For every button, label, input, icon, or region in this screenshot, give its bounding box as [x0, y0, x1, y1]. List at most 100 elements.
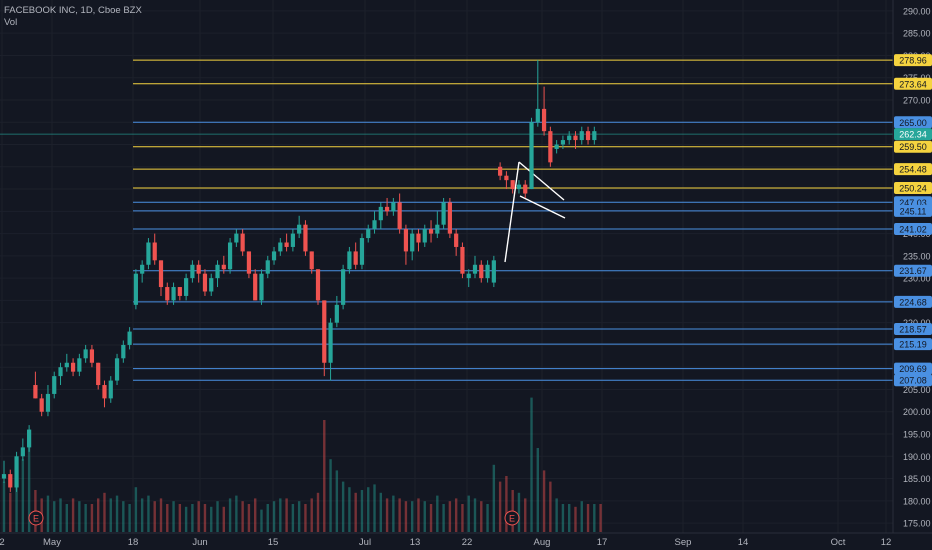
candle-body[interactable]	[133, 273, 138, 305]
candle-body[interactable]	[491, 260, 496, 283]
candle-body[interactable]	[259, 273, 264, 301]
candle-body[interactable]	[227, 242, 233, 270]
volume-indicator-label[interactable]: Vol	[4, 17, 18, 28]
candle-body[interactable]	[378, 206, 383, 221]
candle-body[interactable]	[422, 229, 427, 243]
candle-body[interactable]	[64, 362, 69, 368]
candle-body[interactable]	[114, 358, 120, 381]
flag-pattern-drawing[interactable]	[504, 161, 566, 263]
candle-body[interactable]	[177, 287, 182, 296]
candle-body[interactable]	[454, 233, 459, 247]
candle-body[interactable]	[209, 278, 214, 292]
horizontal-levels[interactable]	[0, 59, 893, 381]
candle-body[interactable]	[83, 349, 88, 359]
candle-body[interactable]	[108, 380, 113, 399]
candle-body[interactable]	[303, 224, 308, 252]
candle-body[interactable]	[372, 220, 377, 230]
candle-body[interactable]	[96, 362, 101, 386]
candle-body[interactable]	[567, 135, 572, 141]
candle-body[interactable]	[297, 224, 302, 234]
candle-body[interactable]	[322, 300, 327, 363]
candle-body[interactable]	[240, 233, 245, 252]
candle-body[interactable]	[428, 229, 434, 234]
candle-body[interactable]	[58, 367, 63, 377]
candle-body[interactable]	[510, 180, 515, 190]
candlestick-series[interactable]	[1, 59, 597, 492]
candle-body[interactable]	[215, 264, 220, 279]
candle-body[interactable]	[1, 474, 7, 479]
candle-body[interactable]	[397, 202, 402, 230]
candle-body[interactable]	[52, 376, 57, 394]
candle-body[interactable]	[516, 184, 522, 190]
earnings-marker-icon[interactable]	[504, 510, 520, 526]
candle-body[interactable]	[472, 264, 478, 274]
candle-body[interactable]	[460, 246, 465, 274]
candle-body[interactable]	[290, 233, 295, 247]
candle-body[interactable]	[140, 264, 145, 274]
time-axis[interactable]: 2 May 18 Jun 15 Jul 13 22 Aug 17 Sep 14 Oct 12	[0, 532, 932, 548]
candle-body[interactable]	[309, 251, 314, 270]
candle-body[interactable]	[70, 362, 76, 372]
candle-body[interactable]	[548, 131, 553, 163]
candle-body[interactable]	[410, 233, 415, 252]
candle-body[interactable]	[265, 260, 270, 274]
candle-body[interactable]	[347, 251, 352, 270]
candle-body[interactable]	[585, 131, 591, 141]
candle-body[interactable]	[353, 251, 358, 265]
candle-body[interactable]	[27, 429, 32, 448]
candle-body[interactable]	[328, 322, 333, 363]
candle-body[interactable]	[121, 344, 126, 359]
candle-body[interactable]	[39, 398, 44, 412]
candle-body[interactable]	[535, 108, 540, 123]
candle-body[interactable]	[246, 251, 252, 274]
candle-body[interactable]	[146, 242, 151, 265]
candle-body[interactable]	[196, 264, 201, 274]
flag-upper-line[interactable]	[518, 161, 565, 201]
candle-body[interactable]	[284, 242, 289, 247]
candle-body[interactable]	[384, 206, 390, 212]
candle-body[interactable]	[554, 144, 559, 149]
candle-body[interactable]	[271, 251, 277, 261]
candle-body[interactable]	[165, 287, 170, 301]
candle-body[interactable]	[359, 238, 365, 265]
flag-lower-line[interactable]	[519, 195, 566, 219]
candle-body[interactable]	[485, 264, 490, 279]
candle-body[interactable]	[221, 264, 226, 270]
candle-body[interactable]	[45, 393, 51, 412]
candle-body[interactable]	[102, 385, 107, 399]
candle-body[interactable]	[391, 202, 396, 212]
candle-body[interactable]	[14, 456, 19, 488]
candle-body[interactable]	[573, 135, 578, 141]
candle-body[interactable]	[341, 269, 346, 305]
candle-body[interactable]	[435, 224, 440, 234]
candle-body[interactable]	[541, 108, 547, 132]
candle-body[interactable]	[479, 264, 484, 279]
candle-body[interactable]	[504, 175, 509, 181]
candle-body[interactable]	[8, 474, 13, 488]
candle-body[interactable]	[171, 287, 176, 301]
candle-body[interactable]	[89, 349, 95, 363]
candle-body[interactable]	[403, 229, 409, 252]
candle-body[interactable]	[447, 202, 452, 234]
candle-body[interactable]	[523, 184, 528, 194]
candle-body[interactable]	[592, 131, 597, 141]
candle-body[interactable]	[33, 385, 38, 399]
candle-body[interactable]	[441, 202, 446, 225]
candle-body[interactable]	[366, 229, 371, 239]
candle-body[interactable]	[466, 273, 471, 279]
candle-body[interactable]	[190, 264, 195, 279]
candle-body[interactable]	[579, 131, 584, 141]
candle-body[interactable]	[253, 273, 258, 301]
flagpole-line[interactable]	[504, 161, 520, 263]
candle-body[interactable]	[529, 122, 534, 190]
candle-body[interactable]	[334, 304, 339, 323]
candle-body[interactable]	[127, 331, 132, 345]
candle-body[interactable]	[77, 358, 82, 372]
candle-body[interactable]	[234, 233, 239, 243]
candle-body[interactable]	[202, 273, 208, 292]
earnings-marker-icon[interactable]	[28, 510, 44, 526]
candle-body[interactable]	[278, 242, 283, 252]
candle-body[interactable]	[498, 166, 503, 176]
